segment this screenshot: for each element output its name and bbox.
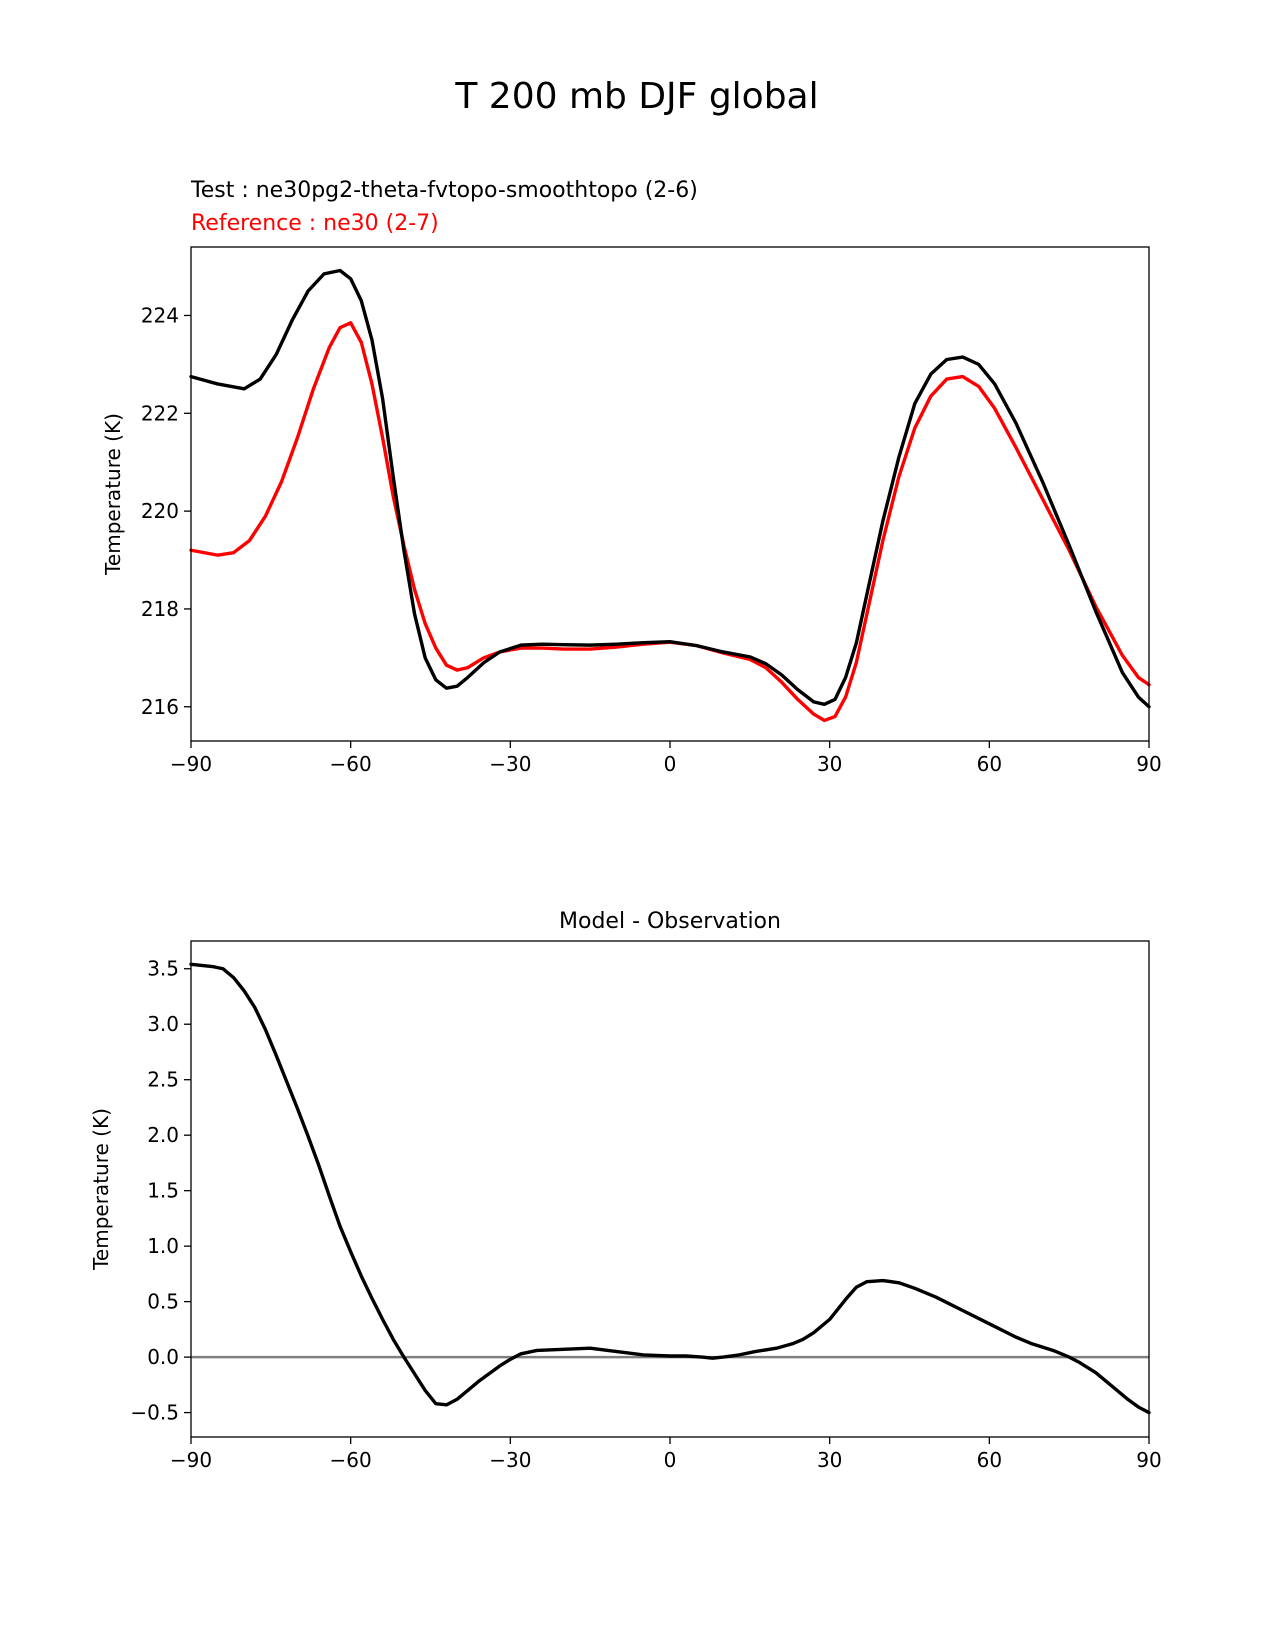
top-ytick-label: 216 (141, 695, 179, 719)
bottom-series-model-observation (189, 962, 1151, 1415)
top-xtick-label: 30 (817, 752, 842, 776)
top-series-test (189, 268, 1151, 709)
figure-title: T 200 mb DJF global (454, 76, 818, 117)
top-axes: −90 −60 −30 0 30 60 90 216 218 220 222 224 (141, 303, 1162, 776)
bottom-title: Model - Observation (559, 909, 781, 934)
top-ytick-label: 222 (141, 401, 179, 425)
top-xtick-label: −60 (330, 752, 372, 776)
bottom-ytick-label: −0.5 (130, 1401, 179, 1425)
top-xtick-label: 90 (1136, 752, 1161, 776)
bottom-panel: Model - Observation −90 −60 −30 0 30 60 90 −0.5… (89, 909, 1162, 1472)
top-series-reference (189, 321, 1151, 723)
bottom-ytick-label: 2.5 (147, 1068, 179, 1092)
top-xtick-label: 0 (664, 752, 677, 776)
bottom-ytick-label: 2.0 (147, 1123, 179, 1147)
bottom-ytick-label: 3.0 (147, 1012, 179, 1036)
bottom-ytick-label: 0.0 (147, 1345, 179, 1369)
test-label: Test : ne30pg2-theta-fvtopo-smoothtopo (… (190, 178, 698, 203)
reference-label: Reference : ne30 (2-7) (191, 211, 439, 236)
top-ytick-label: 220 (141, 499, 179, 523)
top-xtick-label: 60 (977, 752, 1002, 776)
bottom-ylabel: Temperature (K) (89, 1108, 113, 1271)
bottom-ytick-label: 1.0 (147, 1234, 179, 1258)
bottom-xtick-label: −90 (170, 1448, 212, 1472)
top-ylabel: Temperature (K) (101, 413, 125, 576)
bottom-xtick-label: 30 (817, 1448, 842, 1472)
bottom-xtick-label: 60 (977, 1448, 1002, 1472)
top-series-group (189, 268, 1151, 723)
top-xtick-label: −90 (170, 752, 212, 776)
top-xtick-label: −30 (489, 752, 531, 776)
top-ytick-label: 224 (141, 303, 179, 327)
top-ytick-label: 218 (141, 597, 179, 621)
bottom-ytick-label: 0.5 (147, 1290, 179, 1314)
bottom-axes: −90 −60 −30 0 30 60 90 −0.5 0.0 0.5 1.0 1.5 2.0 2.5 3.… (130, 957, 1161, 1472)
bottom-xtick-label: 0 (664, 1448, 677, 1472)
bottom-ytick-label: 3.5 (147, 957, 179, 981)
bottom-ytick-label: 1.5 (147, 1179, 179, 1203)
bottom-xtick-label: −60 (330, 1448, 372, 1472)
top-plot-frame (190, 246, 1150, 742)
bottom-series-group (189, 962, 1151, 1415)
bottom-plot-frame (190, 940, 1150, 1438)
bottom-xtick-label: 90 (1136, 1448, 1161, 1472)
top-panel: Test : ne30pg2-theta-fvtopo-smoothtopo (… (101, 178, 1162, 776)
bottom-xtick-label: −30 (489, 1448, 531, 1472)
